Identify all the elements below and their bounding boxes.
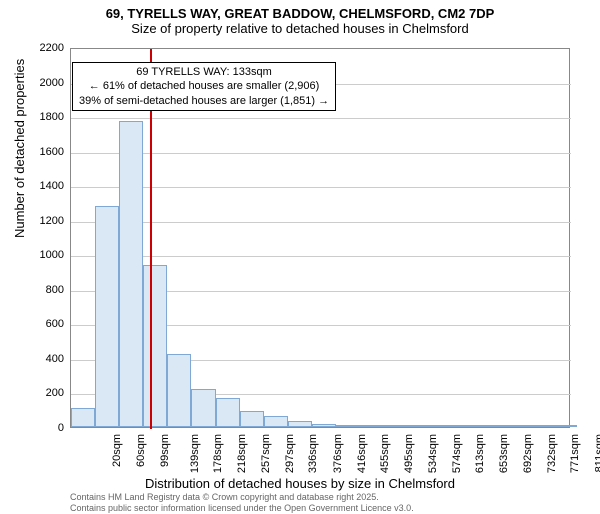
annotation-line2: ← 61% of detached houses are smaller (2,… xyxy=(79,79,329,93)
histogram-bar xyxy=(336,425,360,427)
xtick-label: 574sqm xyxy=(451,434,463,473)
annotation-line1: 69 TYRELLS WAY: 133sqm xyxy=(79,65,329,79)
ytick-label: 1800 xyxy=(24,111,64,123)
gridline-horizontal xyxy=(71,153,571,154)
xtick-label: 495sqm xyxy=(403,434,415,473)
histogram-bar xyxy=(191,389,215,427)
ytick-label: 1200 xyxy=(24,215,64,227)
xtick-label: 692sqm xyxy=(522,434,534,473)
ytick-label: 600 xyxy=(24,318,64,330)
annotation-line3: 39% of semi-detached houses are larger (… xyxy=(79,94,329,108)
chart-container: 69, TYRELLS WAY, GREAT BADDOW, CHELMSFOR… xyxy=(0,0,600,500)
histogram-bar xyxy=(143,265,167,427)
ytick-label: 2200 xyxy=(24,42,64,54)
x-axis-title: Distribution of detached houses by size … xyxy=(0,476,600,491)
ytick-label: 800 xyxy=(24,284,64,296)
histogram-bar xyxy=(481,425,505,427)
histogram-bar xyxy=(95,206,119,427)
gridline-horizontal xyxy=(71,118,571,119)
histogram-bar xyxy=(553,425,577,427)
histogram-bar xyxy=(216,398,240,427)
histogram-bar xyxy=(167,354,191,427)
xtick-label: 416sqm xyxy=(356,434,368,473)
xtick-label: 455sqm xyxy=(379,434,391,473)
histogram-bar xyxy=(312,424,336,427)
histogram-bar xyxy=(360,425,384,427)
histogram-bar xyxy=(71,408,95,427)
gridline-horizontal xyxy=(71,256,571,257)
xtick-label: 60sqm xyxy=(135,434,147,467)
xtick-label: 178sqm xyxy=(212,434,224,473)
ytick-label: 1000 xyxy=(24,249,64,261)
histogram-bar xyxy=(119,121,143,427)
histogram-bar xyxy=(408,425,432,427)
histogram-bar xyxy=(384,425,408,427)
xtick-label: 257sqm xyxy=(260,434,272,473)
chart-area: 69 TYRELLS WAY: 133sqm ← 61% of detached… xyxy=(70,48,570,428)
ytick-label: 200 xyxy=(24,387,64,399)
xtick-label: 534sqm xyxy=(427,434,439,473)
xtick-label: 218sqm xyxy=(236,434,248,473)
gridline-horizontal xyxy=(71,222,571,223)
xtick-label: 771sqm xyxy=(570,434,582,473)
ytick-label: 2000 xyxy=(24,77,64,89)
ytick-label: 1400 xyxy=(24,180,64,192)
xtick-label: 297sqm xyxy=(284,434,296,473)
gridline-horizontal xyxy=(71,187,571,188)
xtick-label: 732sqm xyxy=(546,434,558,473)
ytick-label: 1600 xyxy=(24,146,64,158)
xtick-label: 653sqm xyxy=(499,434,511,473)
histogram-bar xyxy=(288,421,312,427)
histogram-bar xyxy=(529,425,553,427)
xtick-label: 99sqm xyxy=(159,434,171,467)
histogram-bar xyxy=(432,425,456,427)
ytick-label: 0 xyxy=(24,422,64,434)
annotation-box: 69 TYRELLS WAY: 133sqm ← 61% of detached… xyxy=(72,62,336,111)
xtick-label: 139sqm xyxy=(189,434,201,473)
xtick-label: 20sqm xyxy=(111,434,123,467)
chart-title-line2: Size of property relative to detached ho… xyxy=(0,21,600,36)
ytick-label: 400 xyxy=(24,353,64,365)
xtick-label: 336sqm xyxy=(308,434,320,473)
histogram-bar xyxy=(264,416,288,427)
histogram-bar xyxy=(457,425,481,427)
title-block: 69, TYRELLS WAY, GREAT BADDOW, CHELMSFOR… xyxy=(0,0,600,36)
footer-line2: Contains public sector information licen… xyxy=(70,503,414,514)
footer-line1: Contains HM Land Registry data © Crown c… xyxy=(70,492,414,503)
xtick-label: 376sqm xyxy=(332,434,344,473)
histogram-bar xyxy=(505,425,529,427)
histogram-bar xyxy=(240,411,264,427)
footer-text: Contains HM Land Registry data © Crown c… xyxy=(70,492,414,514)
chart-title-line1: 69, TYRELLS WAY, GREAT BADDOW, CHELMSFOR… xyxy=(0,6,600,21)
xtick-label: 811sqm xyxy=(593,434,600,472)
xtick-label: 613sqm xyxy=(474,434,486,473)
